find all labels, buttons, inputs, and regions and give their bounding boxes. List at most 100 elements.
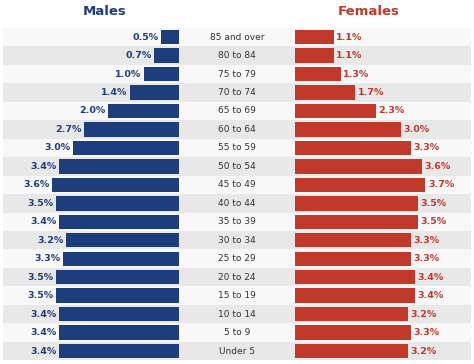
Bar bbox=[0, 342, 237, 360]
Text: 3.2%: 3.2% bbox=[37, 236, 64, 245]
Bar bbox=[237, 65, 474, 83]
Bar bbox=[237, 305, 474, 323]
Bar bbox=[237, 286, 474, 305]
Text: 60 to 64: 60 to 64 bbox=[218, 125, 256, 134]
Bar bbox=[295, 141, 411, 155]
Text: 3.6%: 3.6% bbox=[424, 162, 451, 171]
Bar bbox=[0, 231, 237, 249]
Text: 5 to 9: 5 to 9 bbox=[224, 328, 250, 337]
Text: 30 to 34: 30 to 34 bbox=[218, 236, 256, 245]
Bar bbox=[0, 268, 237, 286]
Text: 80 to 84: 80 to 84 bbox=[218, 51, 256, 60]
Bar bbox=[237, 323, 474, 342]
Text: 0.5%: 0.5% bbox=[133, 32, 159, 41]
Bar bbox=[295, 178, 426, 192]
Text: 15 to 19: 15 to 19 bbox=[218, 291, 256, 300]
Bar bbox=[0, 120, 237, 139]
Bar bbox=[0, 213, 237, 231]
Bar bbox=[0, 175, 237, 194]
Text: 25 to 29: 25 to 29 bbox=[218, 254, 256, 263]
Bar bbox=[144, 67, 179, 81]
Text: 3.3%: 3.3% bbox=[414, 236, 440, 245]
Bar bbox=[0, 65, 237, 83]
Text: 55 to 59: 55 to 59 bbox=[218, 143, 256, 153]
Text: 10 to 14: 10 to 14 bbox=[218, 310, 256, 318]
Text: 3.2%: 3.2% bbox=[410, 347, 437, 356]
Text: 65 to 69: 65 to 69 bbox=[218, 106, 256, 115]
Bar bbox=[237, 194, 474, 213]
Bar bbox=[52, 178, 179, 192]
Bar bbox=[237, 102, 474, 120]
Bar bbox=[295, 85, 355, 100]
Text: 3.5%: 3.5% bbox=[27, 291, 53, 300]
Bar bbox=[295, 214, 419, 229]
Text: 1.1%: 1.1% bbox=[337, 51, 363, 60]
Bar bbox=[0, 28, 237, 46]
Bar bbox=[295, 122, 401, 136]
Text: 75 to 79: 75 to 79 bbox=[218, 70, 256, 79]
Bar bbox=[237, 249, 474, 268]
Bar bbox=[0, 46, 237, 65]
Bar bbox=[295, 233, 411, 248]
Bar bbox=[0, 83, 237, 102]
Bar bbox=[295, 270, 415, 284]
Bar bbox=[109, 104, 179, 118]
Bar bbox=[0, 305, 237, 323]
Bar bbox=[161, 30, 179, 44]
Text: 1.4%: 1.4% bbox=[101, 88, 127, 97]
Bar bbox=[237, 83, 474, 102]
Bar bbox=[295, 288, 415, 303]
Text: 1.0%: 1.0% bbox=[115, 70, 141, 79]
Bar bbox=[0, 323, 237, 342]
Text: 3.5%: 3.5% bbox=[27, 199, 53, 208]
Bar bbox=[295, 344, 408, 358]
Bar bbox=[295, 307, 408, 321]
Bar bbox=[59, 325, 179, 340]
Text: 1.1%: 1.1% bbox=[337, 32, 363, 41]
Text: 3.6%: 3.6% bbox=[23, 180, 50, 189]
Text: 3.4%: 3.4% bbox=[30, 217, 57, 226]
Text: 3.4%: 3.4% bbox=[417, 273, 444, 282]
Text: 3.3%: 3.3% bbox=[34, 254, 60, 263]
Text: 2.0%: 2.0% bbox=[80, 106, 106, 115]
Text: 3.4%: 3.4% bbox=[30, 328, 57, 337]
Bar bbox=[295, 30, 334, 44]
Text: 20 to 24: 20 to 24 bbox=[218, 273, 256, 282]
Bar bbox=[237, 213, 474, 231]
Text: 85 and over: 85 and over bbox=[210, 32, 264, 41]
Bar bbox=[237, 157, 474, 175]
Bar bbox=[73, 141, 179, 155]
Text: 3.3%: 3.3% bbox=[414, 254, 440, 263]
Text: 45 to 49: 45 to 49 bbox=[218, 180, 256, 189]
Text: Males: Males bbox=[83, 5, 127, 18]
Text: 35 to 39: 35 to 39 bbox=[218, 217, 256, 226]
Text: 3.7%: 3.7% bbox=[428, 180, 454, 189]
Bar bbox=[59, 307, 179, 321]
Bar bbox=[295, 48, 334, 63]
Text: Females: Females bbox=[338, 5, 400, 18]
Bar bbox=[237, 231, 474, 249]
Text: 3.2%: 3.2% bbox=[410, 310, 437, 318]
Bar bbox=[59, 344, 179, 358]
Bar bbox=[295, 67, 341, 81]
Text: 40 to 44: 40 to 44 bbox=[218, 199, 256, 208]
Bar bbox=[0, 286, 237, 305]
Bar bbox=[237, 120, 474, 139]
Text: Under 5: Under 5 bbox=[219, 347, 255, 356]
Text: 3.3%: 3.3% bbox=[414, 328, 440, 337]
Bar bbox=[237, 268, 474, 286]
Text: 3.4%: 3.4% bbox=[30, 347, 57, 356]
Bar bbox=[55, 270, 179, 284]
Bar bbox=[295, 325, 411, 340]
Text: 70 to 74: 70 to 74 bbox=[218, 88, 256, 97]
Text: 0.7%: 0.7% bbox=[126, 51, 152, 60]
Text: 3.0%: 3.0% bbox=[45, 143, 71, 153]
Text: 1.7%: 1.7% bbox=[357, 88, 384, 97]
Bar bbox=[59, 159, 179, 174]
Bar bbox=[55, 288, 179, 303]
Bar bbox=[59, 214, 179, 229]
Text: 1.3%: 1.3% bbox=[343, 70, 370, 79]
Text: 3.5%: 3.5% bbox=[27, 273, 53, 282]
Bar bbox=[237, 28, 474, 46]
Bar bbox=[55, 196, 179, 210]
